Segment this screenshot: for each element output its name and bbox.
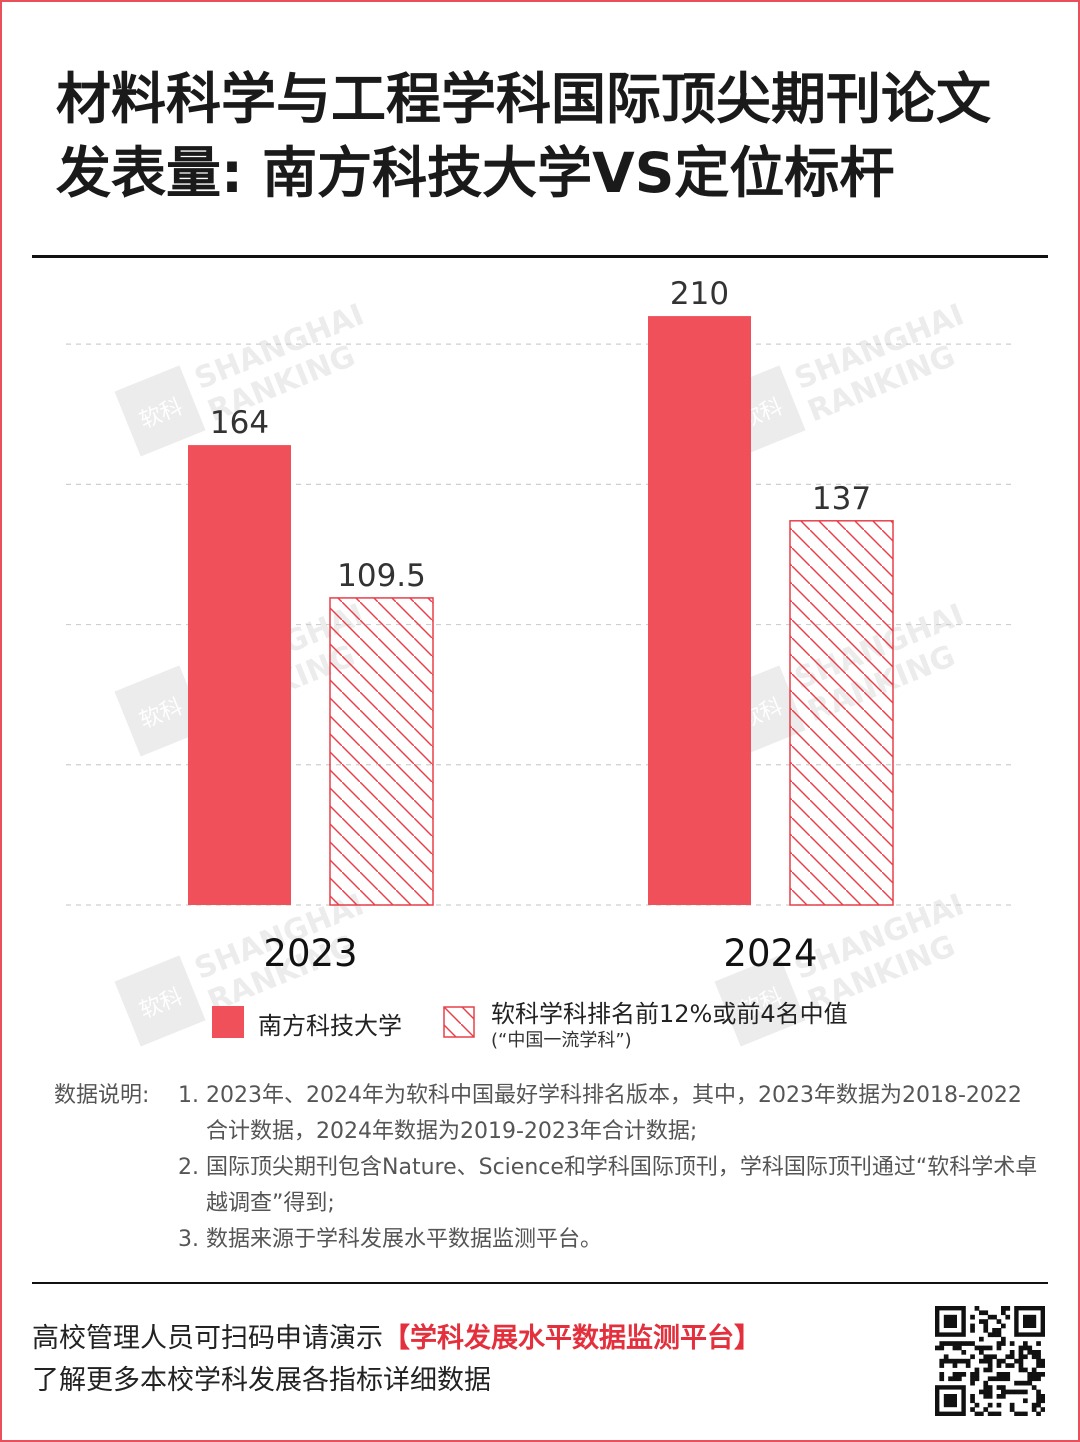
note-text: 国际顶尖期刊包含Nature、Science和学科国际顶刊，学科国际顶刊通过“软…: [206, 1155, 1038, 1216]
footer-promo: 高校管理人员可扫码申请演示【学科发展水平数据监测平台】 了解更多本校学科发展各指…: [32, 1318, 761, 1402]
bar-2023-series-2: [329, 597, 434, 906]
legend: 南方科技大学 软科学科排名前12%或前4名中值 (“中国一流学科”): [0, 994, 1080, 1054]
notes-list: 1. 2023年、2024年为软科中国最好学科排名版本，其中，2023年数据为2…: [178, 1078, 1038, 1258]
data-label: 137: [812, 481, 871, 517]
notes-label: 数据说明:: [54, 1083, 150, 1108]
title-line-1: 材料科学与工程学科国际顶尖期刊论文: [56, 67, 992, 131]
bars: [188, 316, 894, 906]
note-item: 1. 2023年、2024年为软科中国最好学科排名版本，其中，2023年数据为2…: [178, 1078, 1038, 1150]
page-title: 材料科学与工程学科国际顶尖期刊论文 发表量: 南方科技大学VS定位标杆: [56, 62, 1036, 210]
note-text: 2023年、2024年为软科中国最好学科排名版本，其中，2023年数据为2018…: [206, 1083, 1022, 1144]
qr-code-icon[interactable]: [935, 1306, 1045, 1416]
note-item: 3. 数据来源于学科发展水平数据监测平台。: [178, 1222, 1038, 1258]
legend-swatch-hatch: [443, 1006, 475, 1038]
x-tick-label: 2024: [723, 932, 817, 975]
bottom-divider: [32, 1282, 1048, 1284]
note-text: 数据来源于学科发展水平数据监测平台。: [206, 1227, 603, 1252]
note-number: 1.: [178, 1083, 199, 1108]
note-item: 2. 国际顶尖期刊包含Nature、Science和学科国际顶刊，学科国际顶刊通…: [178, 1150, 1038, 1222]
title-line-2: 发表量: 南方科技大学VS定位标杆: [56, 141, 895, 205]
bar-2024-series-1: [648, 316, 751, 906]
data-label: 210: [670, 276, 729, 312]
legend-sublabel: (“中国一流学科”): [491, 1030, 632, 1051]
note-number: 2.: [178, 1155, 199, 1180]
footer-prefix: 高校管理人员可扫码申请演示: [32, 1323, 383, 1354]
bar-2023-series-1: [188, 445, 291, 905]
bar-chart: 164 109.5 2023 210 137 2024: [66, 276, 1014, 975]
bar-2024-series-2: [789, 520, 894, 906]
footer-line-1: 高校管理人员可扫码申请演示【学科发展水平数据监测平台】: [32, 1318, 761, 1360]
footer-line-2: 了解更多本校学科发展各指标详细数据: [32, 1365, 491, 1396]
footer-platform-link[interactable]: 【学科发展水平数据监测平台】: [383, 1323, 761, 1354]
data-label: 109.5: [337, 558, 426, 594]
legend-label-sustech: 南方科技大学: [258, 1012, 402, 1040]
top-divider: [32, 255, 1048, 258]
labels: 164 109.5 2023 210 137 2024: [210, 276, 871, 975]
note-number: 3.: [178, 1227, 199, 1252]
legend-label-benchmark: 软科学科排名前12%或前4名中值: [491, 1000, 848, 1028]
x-tick-label: 2023: [263, 932, 357, 975]
legend-swatch-solid: [212, 1006, 244, 1038]
data-label: 164: [210, 405, 269, 441]
